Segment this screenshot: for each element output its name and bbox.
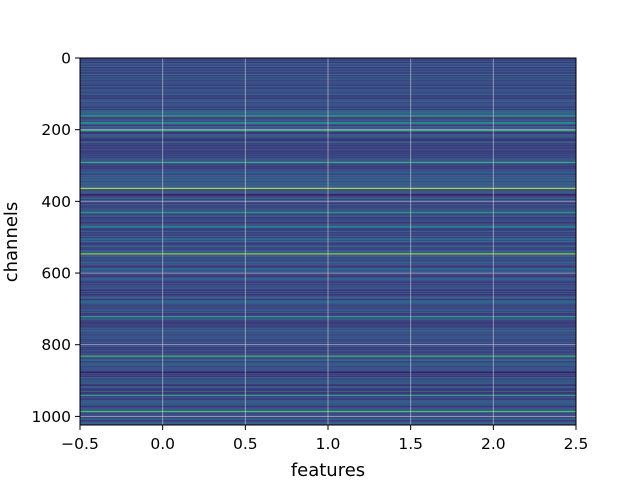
x-axis-label: features [291,460,365,480]
y-tick-label: 600 [41,265,71,283]
x-tick-label: 0.5 [233,435,258,453]
x-tick-label: 0.0 [150,435,175,453]
y-axis: 0 200 400 600 800 1000 [32,50,80,426]
x-axis: −0.5 0.0 0.5 1.0 1.5 2.0 2.5 [61,425,588,453]
y-tick-label: 0 [61,50,71,68]
y-tick-label: 1000 [32,408,71,426]
y-tick-label: 400 [41,193,71,211]
x-tick-label: 1.0 [316,435,341,453]
x-tick-label: 2.5 [564,435,589,453]
x-tick-label: 2.0 [481,435,506,453]
y-axis-label: channels [1,202,22,283]
y-tick-label: 200 [41,121,71,139]
y-tick-label: 800 [41,336,71,354]
x-tick-label: −0.5 [61,435,99,453]
x-tick-label: 1.5 [398,435,423,453]
